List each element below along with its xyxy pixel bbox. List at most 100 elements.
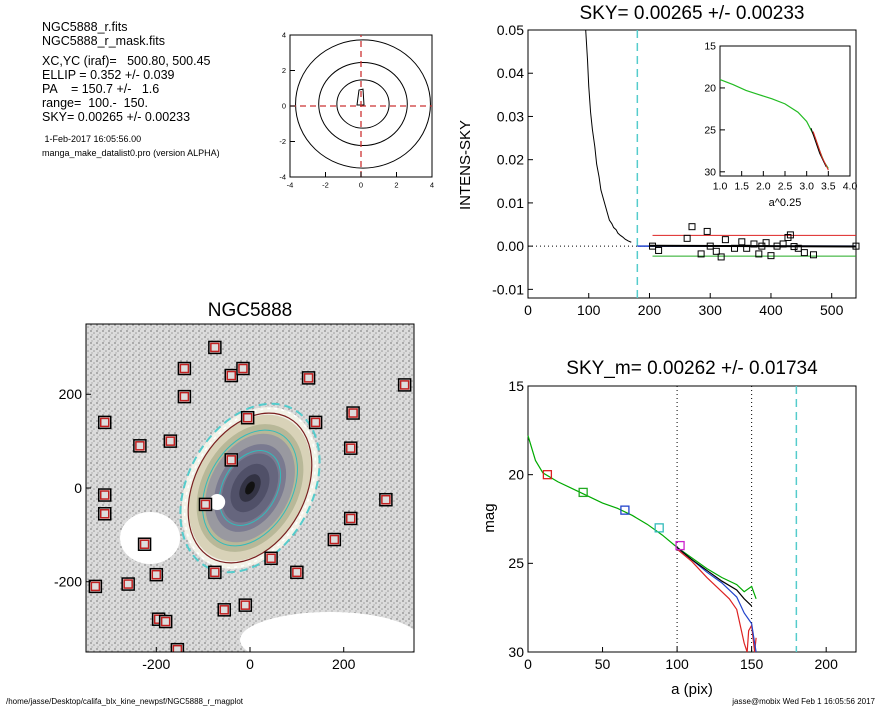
image-y-tick-label: -200 bbox=[54, 574, 82, 590]
masked-source bbox=[97, 488, 112, 502]
image-x-tick-label: 0 bbox=[246, 656, 254, 672]
masked-source-inner bbox=[303, 373, 314, 383]
mag-series-line bbox=[676, 546, 753, 607]
sky-point bbox=[794, 244, 802, 252]
masked-source bbox=[208, 565, 222, 580]
inset-x-tick-label: 2.0 bbox=[756, 181, 771, 193]
masked-source-inner bbox=[226, 455, 237, 465]
masked-source bbox=[224, 453, 239, 467]
masked-source-inner bbox=[329, 534, 340, 545]
inset-y-tick-label: 30 bbox=[704, 166, 716, 178]
inset-curve-red bbox=[812, 131, 829, 171]
sky-frame bbox=[527, 29, 857, 299]
mag-series-line bbox=[527, 435, 757, 600]
info-line: NGC5888_r.fits bbox=[42, 20, 128, 34]
mag-series-line bbox=[676, 548, 757, 653]
masked-source bbox=[224, 368, 239, 383]
sky-point bbox=[738, 238, 746, 246]
footer-user: jasse@mobix Wed Feb 1 16:05:56 2017 bbox=[732, 697, 875, 706]
sky-x-tick-label: 0 bbox=[524, 302, 532, 318]
mag-x-tick-label: 150 bbox=[740, 656, 764, 672]
contour-core bbox=[356, 88, 365, 106]
inset-y-tick-label: 25 bbox=[704, 125, 716, 137]
masked-source-inner bbox=[160, 616, 171, 627]
contour-y-tick-label: -2 bbox=[279, 137, 286, 146]
mag-x-tick-label: 100 bbox=[665, 656, 689, 672]
masked-source bbox=[198, 497, 213, 512]
mag-title: SKY_m= 0.00262 +/- 0.01734 bbox=[566, 358, 818, 379]
sky-y-tick-label: 0.01 bbox=[497, 195, 524, 211]
sky-x-tick-label: 100 bbox=[577, 302, 601, 318]
sky-point bbox=[790, 243, 798, 251]
image-title: NGC5888 bbox=[208, 300, 293, 321]
sky-y-tick-label: -0.01 bbox=[492, 281, 524, 297]
mag-frame bbox=[527, 385, 857, 653]
masked-source-inner bbox=[99, 509, 110, 519]
masked-source-inner bbox=[240, 600, 251, 610]
footer-path: /home/jasse/Desktop/califa_blx_kine_newp… bbox=[6, 697, 244, 706]
mag-y-tick-label: 25 bbox=[508, 555, 524, 571]
info-line: ELLIP = 0.352 +/- 0.039 bbox=[42, 68, 175, 82]
masked-source-inner bbox=[292, 567, 302, 578]
masked-source-inner bbox=[90, 581, 101, 592]
info-line: XC,YC (iraf)= 500.80, 500.45 bbox=[42, 54, 211, 68]
masked-source-inner bbox=[210, 567, 220, 578]
mag-x-tick-label: 200 bbox=[815, 656, 839, 672]
mag-marker bbox=[578, 487, 588, 498]
mag-y-tick-label: 30 bbox=[508, 644, 524, 660]
mag-xlabel: a (pix) bbox=[671, 681, 713, 698]
masked-source bbox=[137, 537, 152, 551]
masked-source-inner bbox=[242, 412, 253, 423]
mag-ylabel: mag bbox=[481, 503, 498, 532]
sky-point bbox=[655, 246, 663, 254]
contour-x-tick-label: 2 bbox=[394, 181, 398, 190]
inset-x-tick-label: 1.5 bbox=[734, 181, 749, 193]
mag-y-tick-label: 15 bbox=[508, 378, 524, 394]
sky-point bbox=[697, 250, 705, 258]
masked-source-inner bbox=[179, 363, 190, 374]
mag-y-tick-label: 20 bbox=[508, 467, 524, 483]
sky-title: SKY= 0.00265 +/- 0.00233 bbox=[579, 3, 804, 24]
sky-x-tick-label: 200 bbox=[638, 302, 662, 318]
masked-source bbox=[158, 614, 173, 629]
masked-source bbox=[97, 507, 112, 521]
contour-line bbox=[295, 39, 431, 169]
mag-x-tick-label: 50 bbox=[595, 656, 611, 672]
mag-series-line bbox=[676, 546, 757, 653]
contour-x-tick-label: 0 bbox=[359, 181, 363, 190]
contour-y-tick-label: 0 bbox=[282, 102, 286, 111]
inset-x-tick-label: 4.0 bbox=[843, 181, 858, 193]
mag-plot: SKY_m= 0.00262 +/- 0.01734 mag a (pix) 0… bbox=[481, 358, 857, 698]
info-line: SKY= 0.00265 +/- 0.00233 bbox=[42, 110, 191, 124]
sky-y-tick-label: 0.04 bbox=[497, 65, 524, 81]
sky-point bbox=[688, 223, 696, 231]
sky-y-tick-label: 0.05 bbox=[497, 22, 524, 38]
masked-source-inner bbox=[99, 417, 110, 428]
masked-source-inner bbox=[381, 494, 391, 505]
masked-source-inner bbox=[310, 417, 321, 428]
contour-plot: -4 -2 0 2 4 4 2 0 -2 -4 bbox=[279, 31, 434, 190]
masked-source bbox=[397, 378, 412, 392]
inset-xlabel: a^0.25 bbox=[769, 197, 802, 209]
inset-x-tick-label: 2.5 bbox=[778, 181, 793, 193]
galaxy-image-plot: NGC5888 -200 0 200 200 0 -200 bbox=[54, 300, 415, 672]
galaxy-isophote bbox=[245, 481, 255, 495]
mag-x-tick-label: 0 bbox=[524, 656, 532, 672]
masked-source-inner bbox=[135, 441, 145, 451]
sky-point bbox=[779, 240, 787, 248]
masked-source-inner bbox=[165, 436, 176, 446]
info-line: range= 100.- 150. bbox=[42, 96, 148, 110]
masked-source-inner bbox=[238, 363, 248, 374]
masked-source-inner bbox=[345, 513, 356, 524]
sky-point bbox=[706, 242, 714, 250]
image-y-tick-label: 200 bbox=[59, 386, 83, 402]
masked-source-inner bbox=[99, 490, 110, 500]
sky-y-tick-label: 0.03 bbox=[497, 108, 524, 124]
sky-point bbox=[762, 239, 770, 247]
masked-source bbox=[177, 361, 192, 376]
masked-source bbox=[217, 603, 231, 617]
mag-marker bbox=[654, 523, 664, 533]
mag-marker bbox=[542, 470, 553, 480]
contour-y-tick-label: -4 bbox=[279, 173, 286, 182]
